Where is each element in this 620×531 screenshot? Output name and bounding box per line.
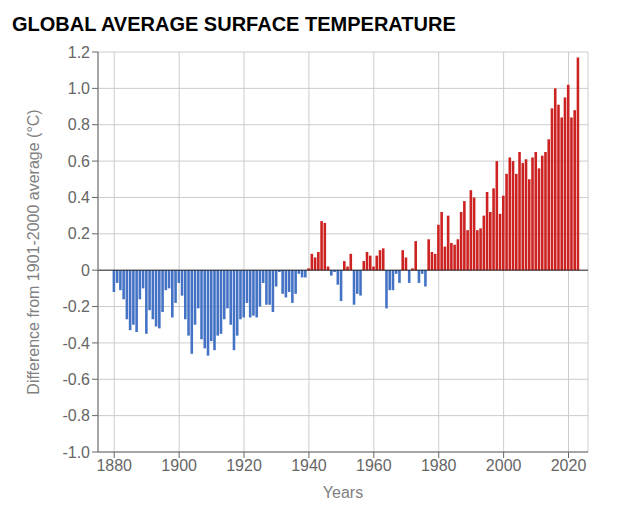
svg-text:1940: 1940 bbox=[291, 457, 327, 474]
svg-text:Difference from 1901-2000 aver: Difference from 1901-2000 average (°C) bbox=[25, 109, 42, 394]
svg-text:1960: 1960 bbox=[356, 457, 392, 474]
svg-text:0.2: 0.2 bbox=[68, 225, 90, 242]
svg-text:1.0: 1.0 bbox=[68, 80, 90, 97]
svg-text:-0.6: -0.6 bbox=[62, 371, 90, 388]
svg-text:1920: 1920 bbox=[226, 457, 262, 474]
svg-text:2020: 2020 bbox=[551, 457, 587, 474]
svg-text:1980: 1980 bbox=[421, 457, 457, 474]
svg-text:0: 0 bbox=[81, 262, 90, 279]
svg-text:1880: 1880 bbox=[96, 457, 132, 474]
svg-text:-0.2: -0.2 bbox=[62, 298, 90, 315]
html-text:GLOBAL AVERAGE SURFACE TEMPERA: GLOBAL AVERAGE SURFACE TEMPERATURE bbox=[12, 13, 456, 35]
svg-text:0.8: 0.8 bbox=[68, 116, 90, 133]
svg-text:0.4: 0.4 bbox=[68, 189, 90, 206]
svg-text:Years: Years bbox=[323, 484, 363, 501]
svg-text:1900: 1900 bbox=[161, 457, 197, 474]
svg-text:0.6: 0.6 bbox=[68, 153, 90, 170]
svg-text:1.2: 1.2 bbox=[68, 44, 90, 61]
svg-text:-0.4: -0.4 bbox=[62, 335, 90, 352]
svg-text:2000: 2000 bbox=[486, 457, 522, 474]
svg-text:-1.0: -1.0 bbox=[62, 444, 90, 461]
svg-text:-0.8: -0.8 bbox=[62, 407, 90, 424]
